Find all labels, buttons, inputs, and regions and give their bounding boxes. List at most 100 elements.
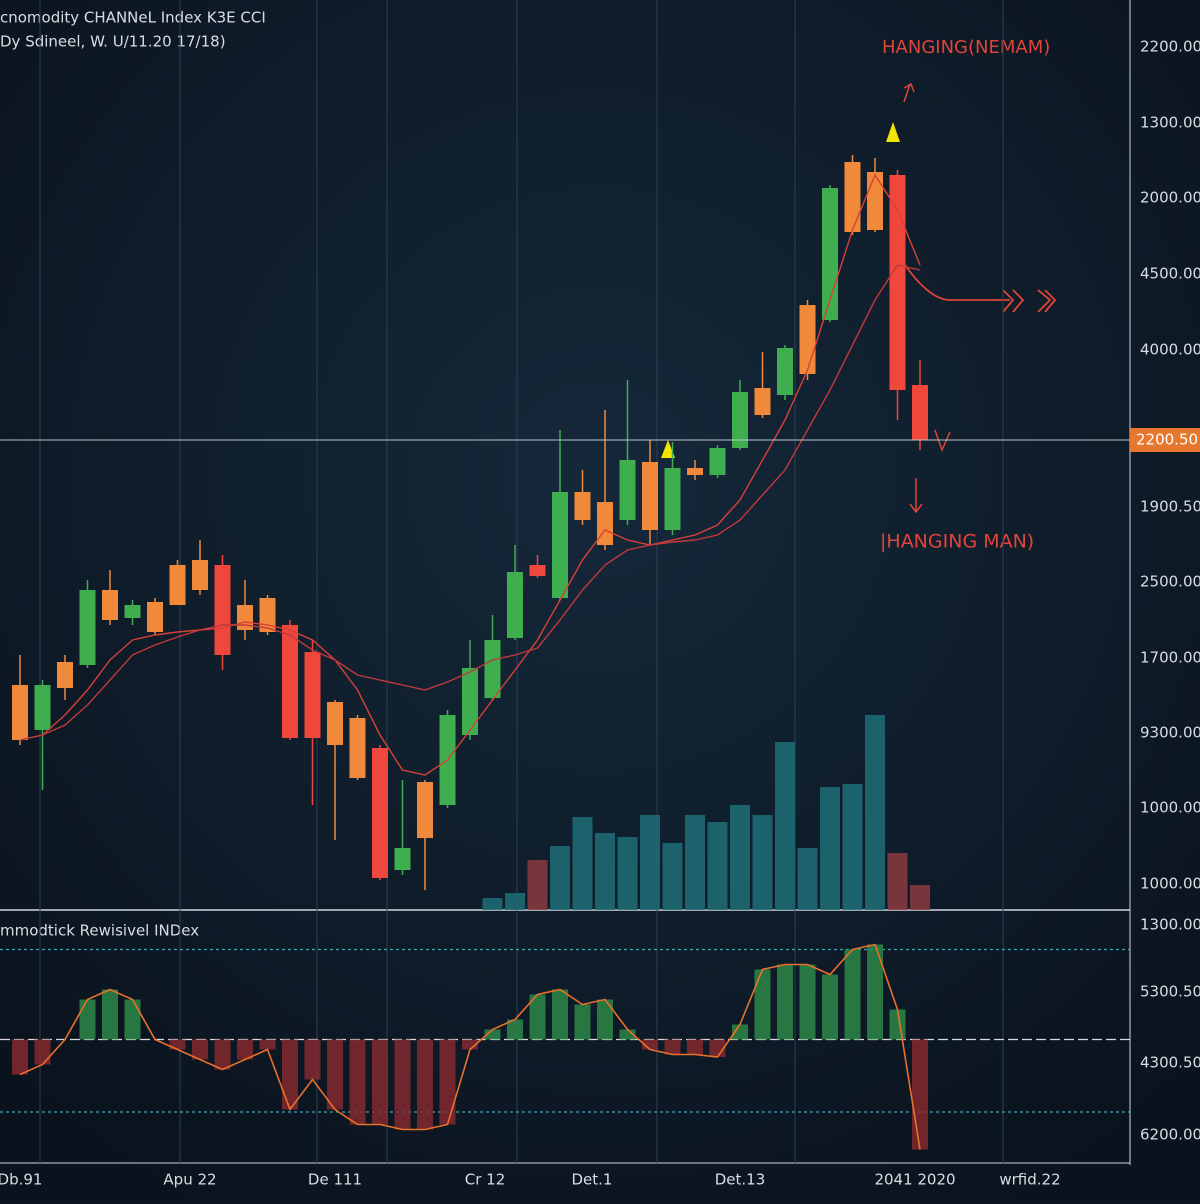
volume-bar <box>640 815 660 910</box>
volume-bar <box>842 784 863 910</box>
price-axis-label: 2500.00 <box>1140 573 1200 591</box>
oscillator-bar <box>349 1039 366 1125</box>
volume-bar <box>887 853 908 910</box>
candle-body <box>552 492 568 598</box>
arrow-marker <box>661 440 675 458</box>
x-tick-label: Apu 22 <box>163 1171 216 1189</box>
candle-body <box>754 388 771 415</box>
candle-body <box>417 782 433 838</box>
oscillator-bar <box>282 1039 298 1110</box>
arrow-marker <box>909 478 923 514</box>
candle-body <box>799 305 816 374</box>
oscillator-bar <box>124 999 141 1040</box>
oscillator-bar <box>237 1039 253 1060</box>
x-tick-label: Cr 12 <box>465 1171 506 1189</box>
volume-bar <box>797 848 818 910</box>
candle-body <box>282 625 298 738</box>
oscillator-bar <box>259 1039 276 1050</box>
candle-body <box>777 348 793 395</box>
oscillator-bar <box>822 974 838 1040</box>
oscillator-bar <box>327 1039 343 1110</box>
x-tick-label: 2041 2020 <box>874 1171 955 1189</box>
volume-bar <box>595 833 615 910</box>
oscillator-bar <box>34 1039 51 1065</box>
current-price-tag <box>1130 428 1200 452</box>
candle-body <box>507 572 523 638</box>
arrow-marker <box>904 264 1057 313</box>
oscillator-bar <box>169 1039 186 1050</box>
oscillator-bar <box>372 1039 388 1125</box>
price-axis-label: 2000.00 <box>1140 189 1200 207</box>
price-axis-label: 9300.00 <box>1140 724 1200 742</box>
candle-body <box>664 468 681 530</box>
candle-body <box>619 460 636 520</box>
oscillator-bar <box>417 1039 433 1130</box>
volume-bar <box>775 742 795 910</box>
candle-body <box>687 468 703 475</box>
annotation: |HANGING MAN) <box>880 531 1034 553</box>
volume-bar <box>572 817 593 910</box>
oscillator-bar <box>214 1039 231 1070</box>
oscillator-axis-label: 6200.00 <box>1140 1126 1200 1144</box>
volume-bar <box>505 893 525 910</box>
candle-body <box>214 565 231 655</box>
oscillator-bar <box>304 1039 321 1080</box>
arrow-marker <box>886 122 900 142</box>
price-axis-label: 1300.00 <box>1140 114 1200 132</box>
arrow-marker <box>903 82 915 103</box>
candle-body <box>34 685 51 730</box>
oscillator-bar <box>732 1024 748 1040</box>
oscillator-bar <box>912 1039 928 1150</box>
oscillator-line <box>19 943 921 1150</box>
oscillator-bar <box>192 1039 208 1060</box>
oscillator-bar <box>529 994 546 1040</box>
candle-body <box>57 662 73 688</box>
oscillator-bar <box>552 989 568 1040</box>
candle-body <box>327 702 343 745</box>
oscillator-bar <box>394 1039 411 1130</box>
candle-body <box>259 598 276 632</box>
oscillator-bar <box>12 1039 28 1075</box>
candle-body <box>102 590 118 620</box>
candle-body <box>574 492 591 520</box>
volume-bar <box>617 837 638 910</box>
oscillator-bar <box>867 944 883 1040</box>
oscillator-bar <box>79 999 96 1040</box>
chart-title: cnomodity CHANNeL Index K3E CCI <box>0 9 266 27</box>
x-tick-label: Det.13 <box>715 1171 766 1189</box>
price-axis-label: 4000.00 <box>1140 341 1200 359</box>
price-axis-label: 4500.00 <box>1140 265 1200 283</box>
oscillator-bar <box>687 1039 703 1055</box>
candle-body <box>642 462 658 530</box>
oscillator-bar <box>597 999 613 1040</box>
current-price-label: 2200.50 <box>1136 431 1198 449</box>
x-tick-label: Det.1 <box>572 1171 613 1189</box>
volume-bar <box>482 898 503 910</box>
volume-bar <box>820 787 840 910</box>
volume-bar <box>910 885 930 910</box>
volume-bar <box>550 846 570 910</box>
candle-body <box>147 602 163 632</box>
plot-area: 2200.50 2200.00 1300.00 2000.00 4500.00 4000.… <box>0 38 1200 1189</box>
x-tick-label: wrfid.22 <box>999 1171 1060 1189</box>
candle-body <box>889 175 906 390</box>
oscillator-bar <box>754 969 771 1040</box>
candle-body <box>394 848 411 870</box>
candle-body <box>732 392 748 448</box>
price-axis-label: 1900.50 <box>1140 498 1200 516</box>
candle-body <box>79 590 96 665</box>
volume-bar <box>527 860 548 910</box>
price-axis-label: 1700.00 <box>1140 649 1200 667</box>
annotation: HANGING(NEMAM) <box>882 37 1050 58</box>
oscillator-bar <box>574 1004 591 1040</box>
candle-body <box>462 668 478 735</box>
moving-average-line <box>19 264 921 741</box>
candle-body <box>867 172 883 230</box>
oscillator-title: mmodtick Rewisivel INDex <box>0 922 199 940</box>
oscillator-bar <box>642 1039 658 1050</box>
x-tick-label: De 111 <box>308 1171 362 1189</box>
volume-bar <box>865 715 885 910</box>
candle-body <box>304 652 321 738</box>
oscillator-axis-label: 4300.50 <box>1140 1054 1200 1072</box>
